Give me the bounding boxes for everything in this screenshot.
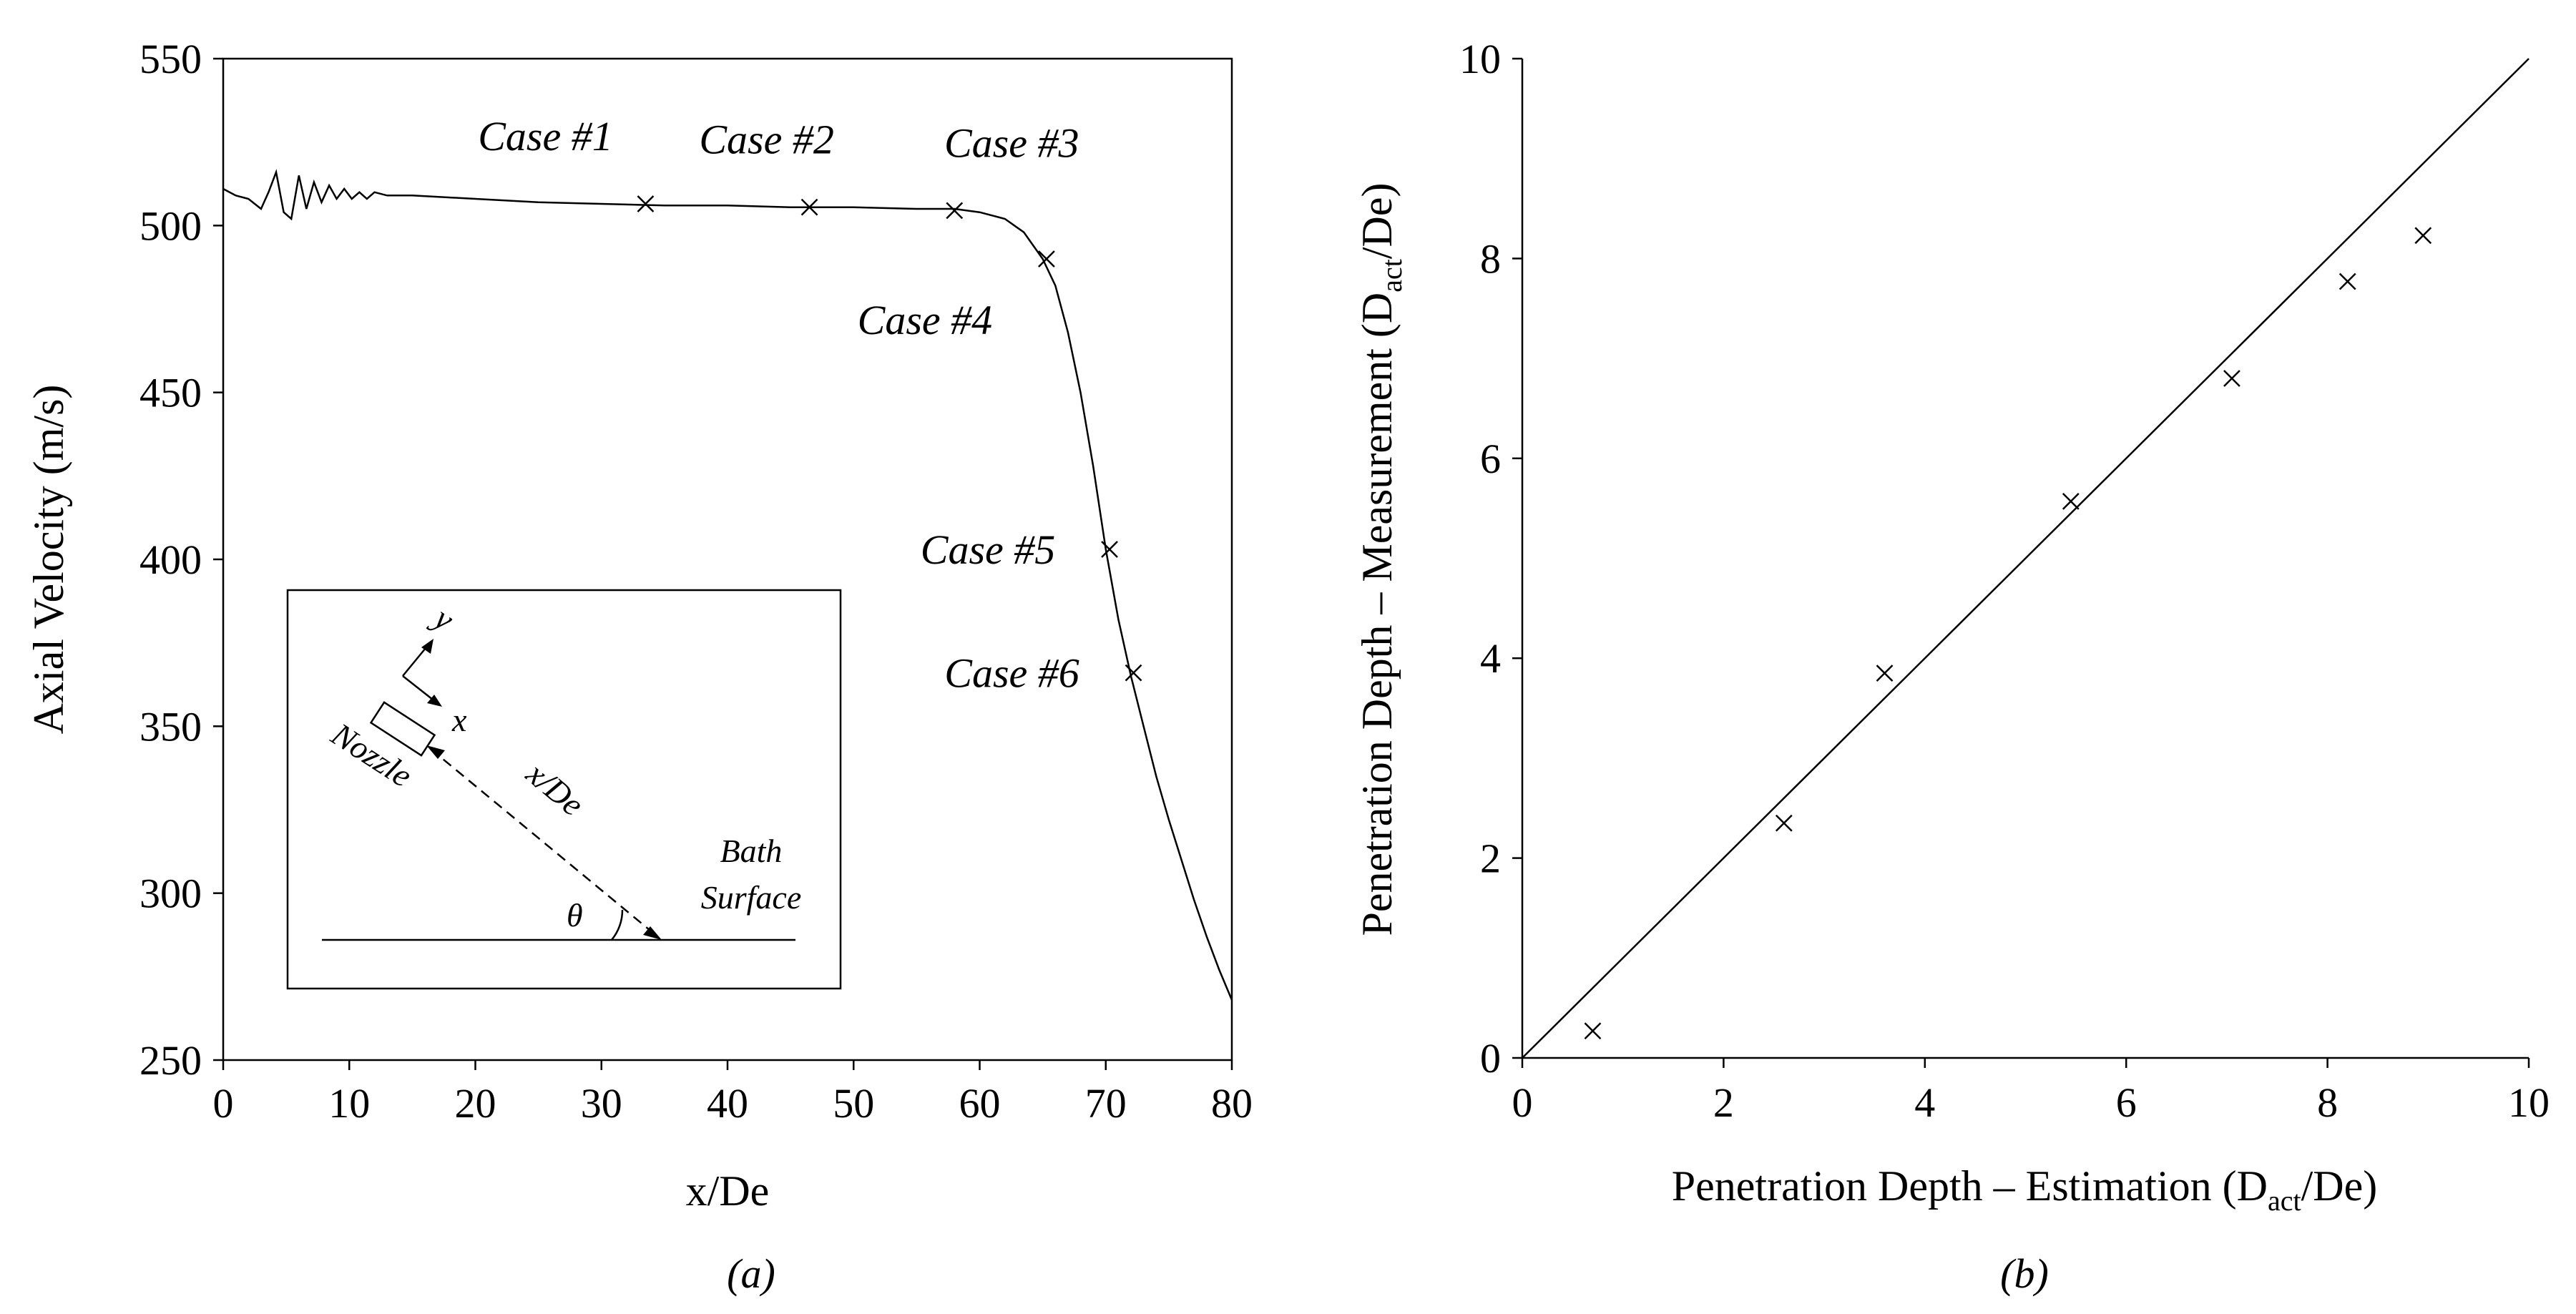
- case-marker: [1101, 541, 1118, 558]
- x-tick-label: 70: [1085, 1080, 1127, 1127]
- panel-a-y-ticks: 250 300 350 400 450 500 550: [139, 36, 223, 1084]
- angle-arc: [611, 909, 624, 941]
- y-tick-label: 0: [1480, 1035, 1501, 1082]
- inset-surface-label: Surface: [701, 879, 802, 916]
- panel-b-x-axis-label-end: /De): [2301, 1162, 2378, 1210]
- x-tick-label: 8: [2317, 1079, 2338, 1126]
- x-axis-arrowhead: [427, 695, 442, 707]
- inset-y-label: y: [426, 598, 461, 638]
- panel-b-y-axis-label-end: /De): [1353, 183, 1401, 260]
- x-axis-arrow: [402, 675, 437, 703]
- case-marker: [800, 198, 818, 216]
- case-label: Case #6: [944, 650, 1079, 697]
- panel-b-data-markers: [1584, 227, 2432, 1040]
- data-point-marker: [2223, 370, 2240, 387]
- case-marker: [637, 195, 655, 212]
- inset-angle-label: θ: [567, 897, 583, 933]
- case-marker: [1125, 664, 1142, 682]
- panel-a-x-axis-label: x/De: [686, 1167, 770, 1215]
- panel-b-y-ticks: 0 2 4 6 8 10: [1459, 36, 1522, 1082]
- one-to-one-line: [1522, 58, 2530, 1059]
- nozzle-schematic-inset: y x Nozzle x/De θ Bath Surface: [286, 589, 842, 990]
- case-label: Case #4: [858, 297, 993, 343]
- y-axis-arrowhead: [421, 639, 434, 654]
- y-tick-label: 500: [139, 202, 202, 249]
- case-label: Case #5: [921, 526, 1056, 573]
- x-tick-label: 0: [213, 1080, 234, 1127]
- data-point-marker: [2339, 273, 2356, 290]
- x-tick-label: 60: [959, 1080, 1001, 1127]
- data-point-marker: [2062, 492, 2080, 510]
- case-label: Case #2: [699, 117, 834, 163]
- x-tick-label: 20: [455, 1080, 496, 1127]
- inset-x-label: x: [451, 702, 467, 738]
- data-point-marker: [1876, 665, 1894, 682]
- panel-a-x-ticks: 0 10 20 30 40 50 60 70 80: [213, 1060, 1253, 1127]
- panel-b-y-axis-label-subscript: act: [1376, 259, 1408, 293]
- inset-frame: [286, 589, 842, 990]
- case-label: Case #1: [478, 113, 613, 160]
- y-tick-label: 2: [1480, 835, 1501, 882]
- x-tick-label: 4: [1914, 1079, 1935, 1126]
- y-tick-label: 400: [139, 536, 202, 583]
- data-point-marker: [1584, 1022, 1602, 1040]
- panel-b-x-axis-label-subscript: act: [2268, 1185, 2301, 1217]
- panel-b-x-axis-label: Penetration Depth – Estimation (Dact/De): [1672, 1162, 2377, 1217]
- y-tick-label: 250: [139, 1037, 202, 1084]
- x-tick-label: 6: [2116, 1079, 2137, 1126]
- panel-a-label: (a): [727, 1250, 775, 1297]
- y-tick-label: 300: [139, 871, 202, 917]
- y-tick-label: 350: [139, 703, 202, 750]
- panel-b-y-axis-label: Penetration Depth – Measurement (Dact/De…: [1353, 183, 1408, 936]
- x-tick-label: 80: [1211, 1080, 1253, 1127]
- nozzle-body: [369, 701, 436, 757]
- y-tick-label: 10: [1459, 36, 1501, 82]
- case-label: Case #3: [944, 119, 1079, 166]
- y-tick-label: 4: [1480, 635, 1501, 682]
- panel-a-case-labels: Case #1 Case #2 Case #3 Case #4 Case #5 Case …: [478, 113, 1079, 697]
- panel-b-label: (b): [2000, 1250, 2049, 1297]
- x-tick-label: 10: [2508, 1079, 2550, 1126]
- case-marker: [946, 202, 964, 220]
- x-tick-label: 30: [581, 1080, 622, 1127]
- x-tick-label: 0: [1512, 1079, 1533, 1126]
- distance-arrowhead-start: [426, 745, 445, 759]
- case-marker: [1038, 250, 1055, 268]
- inset-distance-label: x/De: [519, 755, 591, 823]
- data-point-marker: [1775, 814, 1793, 832]
- x-tick-label: 2: [1713, 1079, 1734, 1126]
- distance-arrowhead-end: [643, 926, 662, 940]
- y-tick-label: 8: [1480, 235, 1501, 282]
- y-tick-label: 6: [1480, 436, 1501, 482]
- panel-b-y-axis-label-main: Penetration Depth – Measurement (D: [1353, 293, 1401, 936]
- x-tick-label: 50: [833, 1080, 874, 1127]
- inset-bath-label: Bath: [720, 833, 783, 869]
- panel-b: 0 2 4 6 8 10 0 2 4 6 8 10 Penetration Depth – Esti…: [1353, 36, 2550, 1297]
- x-tick-label: 10: [328, 1080, 370, 1127]
- data-point-marker: [2414, 227, 2432, 245]
- panel-b-x-ticks: 0 2 4 6 8 10: [1512, 1058, 2550, 1126]
- panel-b-x-axis-label-main: Penetration Depth – Estimation (D: [1672, 1162, 2268, 1210]
- panel-a-case-markers: [637, 195, 1142, 682]
- y-tick-label: 450: [139, 370, 202, 416]
- x-tick-label: 40: [707, 1080, 748, 1127]
- velocity-curve: [222, 169, 1233, 1001]
- y-tick-label: 550: [139, 36, 202, 82]
- panel-a-y-axis-label: Axial Velocity (m/s): [25, 385, 72, 735]
